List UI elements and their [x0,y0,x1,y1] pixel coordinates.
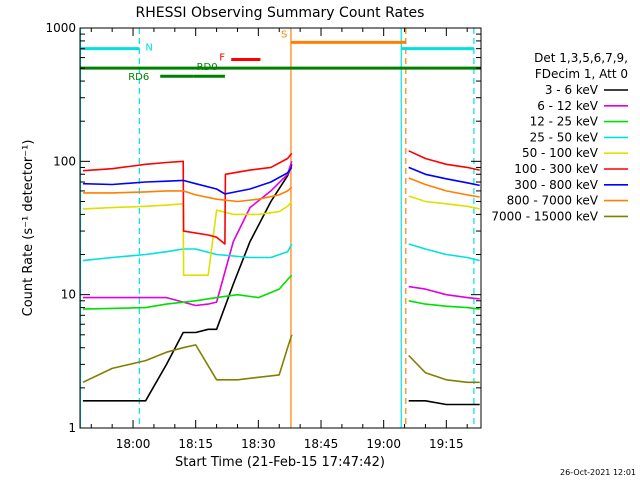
y-axis-label: Count Rate (s⁻¹ detector⁻¹) [21,140,36,317]
x-axis-label: Start Time (21-Feb-15 17:47:42) [175,455,385,470]
legend-title-line-1: Det 1,3,5,6,7,9, [534,51,628,65]
legend-label-7000-15000-kev: 7000 - 15000 keV [491,209,598,223]
series-800-7000-kev [82,177,480,203]
x-tick-label-19-00: 19:00 [366,437,401,451]
x-tick-label-18-30: 18:30 [241,437,276,451]
chart-title: RHESSI Observing Summary Count Rates [136,5,425,21]
legend-label-6-12-kev: 6 - 12 keV [537,99,599,113]
y-tick-label-1: 1 [68,421,76,435]
series-300-800-kev [82,166,480,195]
legend-label-3-6-kev: 3 - 6 keV [545,83,599,97]
flag-bar-s-label: S [281,29,287,40]
plot-area [80,28,481,428]
series-6-12-kev [82,161,480,307]
series-100-300-kev [82,150,480,245]
series-12-25-kev [82,274,480,310]
legend-label-300-800-kev: 300 - 800 keV [514,178,598,192]
x-tick-label-18-00: 18:00 [116,437,151,451]
y-tick-label-10: 10 [61,288,76,302]
y-tick-label-1000: 1000 [45,21,76,35]
x-tick-label-18-45: 18:45 [304,437,339,451]
axis-ticks: 18:00 18:15 18:30 18:45 19:00 19:15 1 10 100 1000 [45,21,481,451]
series-3-6-kev [82,164,480,406]
series-25-50-kev [82,243,480,262]
flag-bar-f-label: F [219,53,225,64]
legend-label-12-25-kev: 12 - 25 keV [530,115,599,129]
legend-label-100-300-kev: 100 - 300 keV [514,162,598,176]
flag-bar-n-label: N [145,43,152,54]
series-50-100-kev [82,195,480,276]
y-tick-label-100: 100 [53,154,76,168]
legend-label-800-7000-kev: 800 - 7000 keV [507,194,599,208]
flag-bar-rd0-label: RD0 [197,62,218,73]
footer-date: 26-Oct-2021 12:01 [560,468,636,477]
x-tick-label-19-15: 19:15 [429,437,464,451]
flag-bar-rd6-label: RD6 [128,72,149,83]
series-7000-15000-kev [82,334,480,384]
plot-frame [79,27,482,429]
legend-title-line-2: FDecim 1, Att 0 [535,67,628,81]
x-tick-label-18-15: 18:15 [178,437,213,451]
legend-label-50-100-kev: 50 - 100 keV [522,146,599,160]
legend-label-25-50-kev: 25 - 50 keV [530,130,599,144]
